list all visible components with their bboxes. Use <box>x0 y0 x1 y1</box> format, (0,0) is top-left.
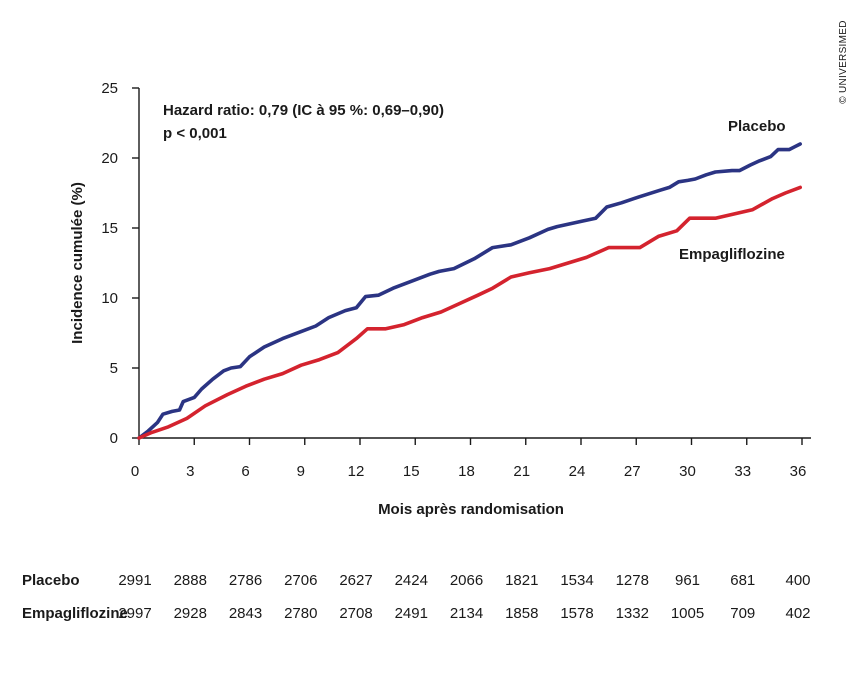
risk-value: 709 <box>730 605 755 622</box>
hazard-ratio-annotation: Hazard ratio: 0,79 (IC à 95 %: 0,69–0,90… <box>163 102 444 119</box>
x-tick-label: 30 <box>679 463 696 480</box>
risk-value: 2066 <box>450 572 483 589</box>
risk-value: 2627 <box>339 572 372 589</box>
risk-value: 2997 <box>118 605 151 622</box>
y-tick-label: 15 <box>101 220 118 237</box>
risk-value: 2843 <box>229 605 262 622</box>
risk-value: 961 <box>675 572 700 589</box>
y-tick-label: 10 <box>101 290 118 307</box>
x-tick-label: 21 <box>513 463 530 480</box>
risk-value: 1278 <box>616 572 649 589</box>
y-tick-label: 20 <box>101 150 118 167</box>
x-tick-label: 3 <box>186 463 194 480</box>
risk-value: 2786 <box>229 572 262 589</box>
series-line-empagliflozine <box>137 185 802 440</box>
x-tick-label: 33 <box>734 463 751 480</box>
risk-row-label-empagliflozine: Empagliflozine <box>22 605 128 622</box>
series-line-placebo <box>137 142 802 440</box>
x-axis-title: Mois après randomisation <box>378 501 564 518</box>
risk-value: 1858 <box>505 605 538 622</box>
risk-value: 400 <box>785 572 810 589</box>
y-tick-label: 25 <box>101 80 118 97</box>
risk-value: 2780 <box>284 605 317 622</box>
risk-value: 1332 <box>616 605 649 622</box>
copyright-credit: © UNIVERSIMED <box>838 20 849 104</box>
risk-row-label-placebo: Placebo <box>22 572 80 589</box>
series-label-placebo: Placebo <box>728 118 786 135</box>
y-tick-label: 5 <box>110 360 118 377</box>
x-tick-label: 15 <box>403 463 420 480</box>
risk-value: 1578 <box>560 605 593 622</box>
risk-value: 2424 <box>395 572 428 589</box>
p-value-annotation: p < 0,001 <box>163 125 227 142</box>
risk-value: 1005 <box>671 605 704 622</box>
x-tick-label: 18 <box>458 463 475 480</box>
labels: Hazard ratio: 0,79 (IC à 95 %: 0,69–0,90… <box>69 20 849 518</box>
series-label-empagliflozine: Empagliflozine <box>679 246 785 263</box>
risk-value: 2708 <box>339 605 372 622</box>
y-axis-title: Incidence cumulée (%) <box>69 182 86 344</box>
risk-table: Placebo Empagliflozine 2991 2888 2786 2706 2… <box>22 572 811 622</box>
risk-value: 402 <box>785 605 810 622</box>
risk-value: 1821 <box>505 572 538 589</box>
x-tick-label: 12 <box>348 463 365 480</box>
risk-value: 2134 <box>450 605 483 622</box>
y-tick-label: 0 <box>110 430 118 447</box>
risk-value: 2491 <box>395 605 428 622</box>
risk-value: 2928 <box>174 605 207 622</box>
x-tick-label: 0 <box>131 463 139 480</box>
risk-value: 2991 <box>118 572 151 589</box>
risk-value: 1534 <box>560 572 593 589</box>
x-tick-label: 24 <box>569 463 586 480</box>
x-tick-label: 27 <box>624 463 641 480</box>
axes <box>138 88 811 439</box>
risk-value: 681 <box>730 572 755 589</box>
x-tick-label: 36 <box>790 463 807 480</box>
x-tick-label: 9 <box>297 463 305 480</box>
risk-value: 2706 <box>284 572 317 589</box>
risk-value: 2888 <box>174 572 207 589</box>
x-tick-label: 6 <box>241 463 249 480</box>
series-lines <box>137 142 802 440</box>
